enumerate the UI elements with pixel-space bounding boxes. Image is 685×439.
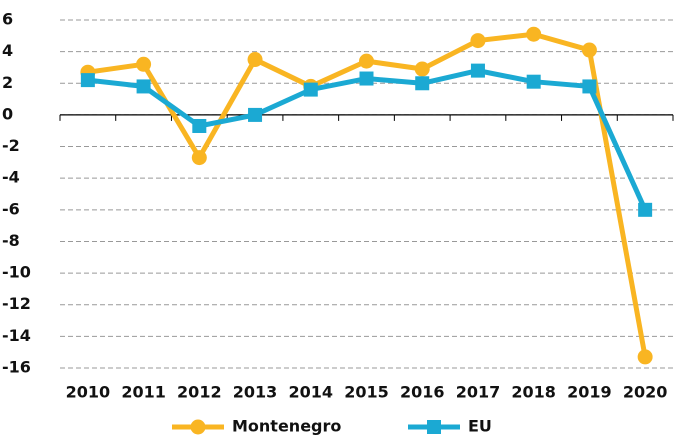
marker	[247, 52, 263, 68]
marker	[248, 107, 263, 122]
marker	[638, 202, 653, 217]
x-tick-label: 2018	[511, 383, 556, 402]
line	[87, 68, 648, 211]
legend-label: Montenegro	[232, 417, 341, 436]
marker	[581, 42, 597, 58]
marker	[526, 26, 542, 42]
marker	[470, 63, 485, 78]
y-tick-label: -14	[2, 326, 31, 345]
y-tick-label: -4	[2, 168, 20, 187]
y-tick-label: 2	[2, 73, 13, 92]
marker	[191, 150, 207, 166]
y-tick-label: -16	[2, 358, 31, 377]
marker	[415, 76, 430, 91]
x-tick-label: 2016	[400, 383, 445, 402]
marker	[303, 82, 318, 97]
y-tick-label: 6	[2, 10, 13, 29]
x-tick-label: 2012	[177, 383, 222, 402]
marker	[192, 118, 207, 133]
legend-marker	[190, 419, 206, 435]
y-tick-label: -8	[2, 231, 20, 250]
marker	[136, 56, 152, 72]
marker	[359, 71, 374, 86]
x-tick-label: 2017	[456, 383, 501, 402]
marker	[470, 33, 486, 49]
x-tick-label: 2010	[66, 383, 111, 402]
marker	[526, 74, 541, 89]
x-tick-label: 2011	[121, 383, 166, 402]
y-tick-label: 4	[2, 41, 13, 60]
marker	[414, 61, 430, 77]
y-tick-label: 0	[2, 104, 13, 123]
marker	[80, 73, 95, 88]
x-tick-label: 2019	[567, 383, 612, 402]
marker	[136, 79, 151, 94]
marker	[637, 349, 653, 365]
y-tick-label: -12	[2, 294, 31, 313]
legend-marker	[427, 420, 441, 434]
x-tick-label: 2013	[233, 383, 278, 402]
x-tick-label: 2015	[344, 383, 389, 402]
marker	[359, 53, 374, 69]
y-tick-label: -2	[2, 136, 20, 155]
marker	[582, 79, 597, 94]
legend-label: EU	[468, 417, 492, 436]
y-tick-label: -10	[2, 263, 31, 282]
y-tick-label: -6	[2, 199, 20, 218]
x-tick-label: 2014	[289, 383, 334, 402]
x-tick-label: 2020	[623, 383, 668, 402]
